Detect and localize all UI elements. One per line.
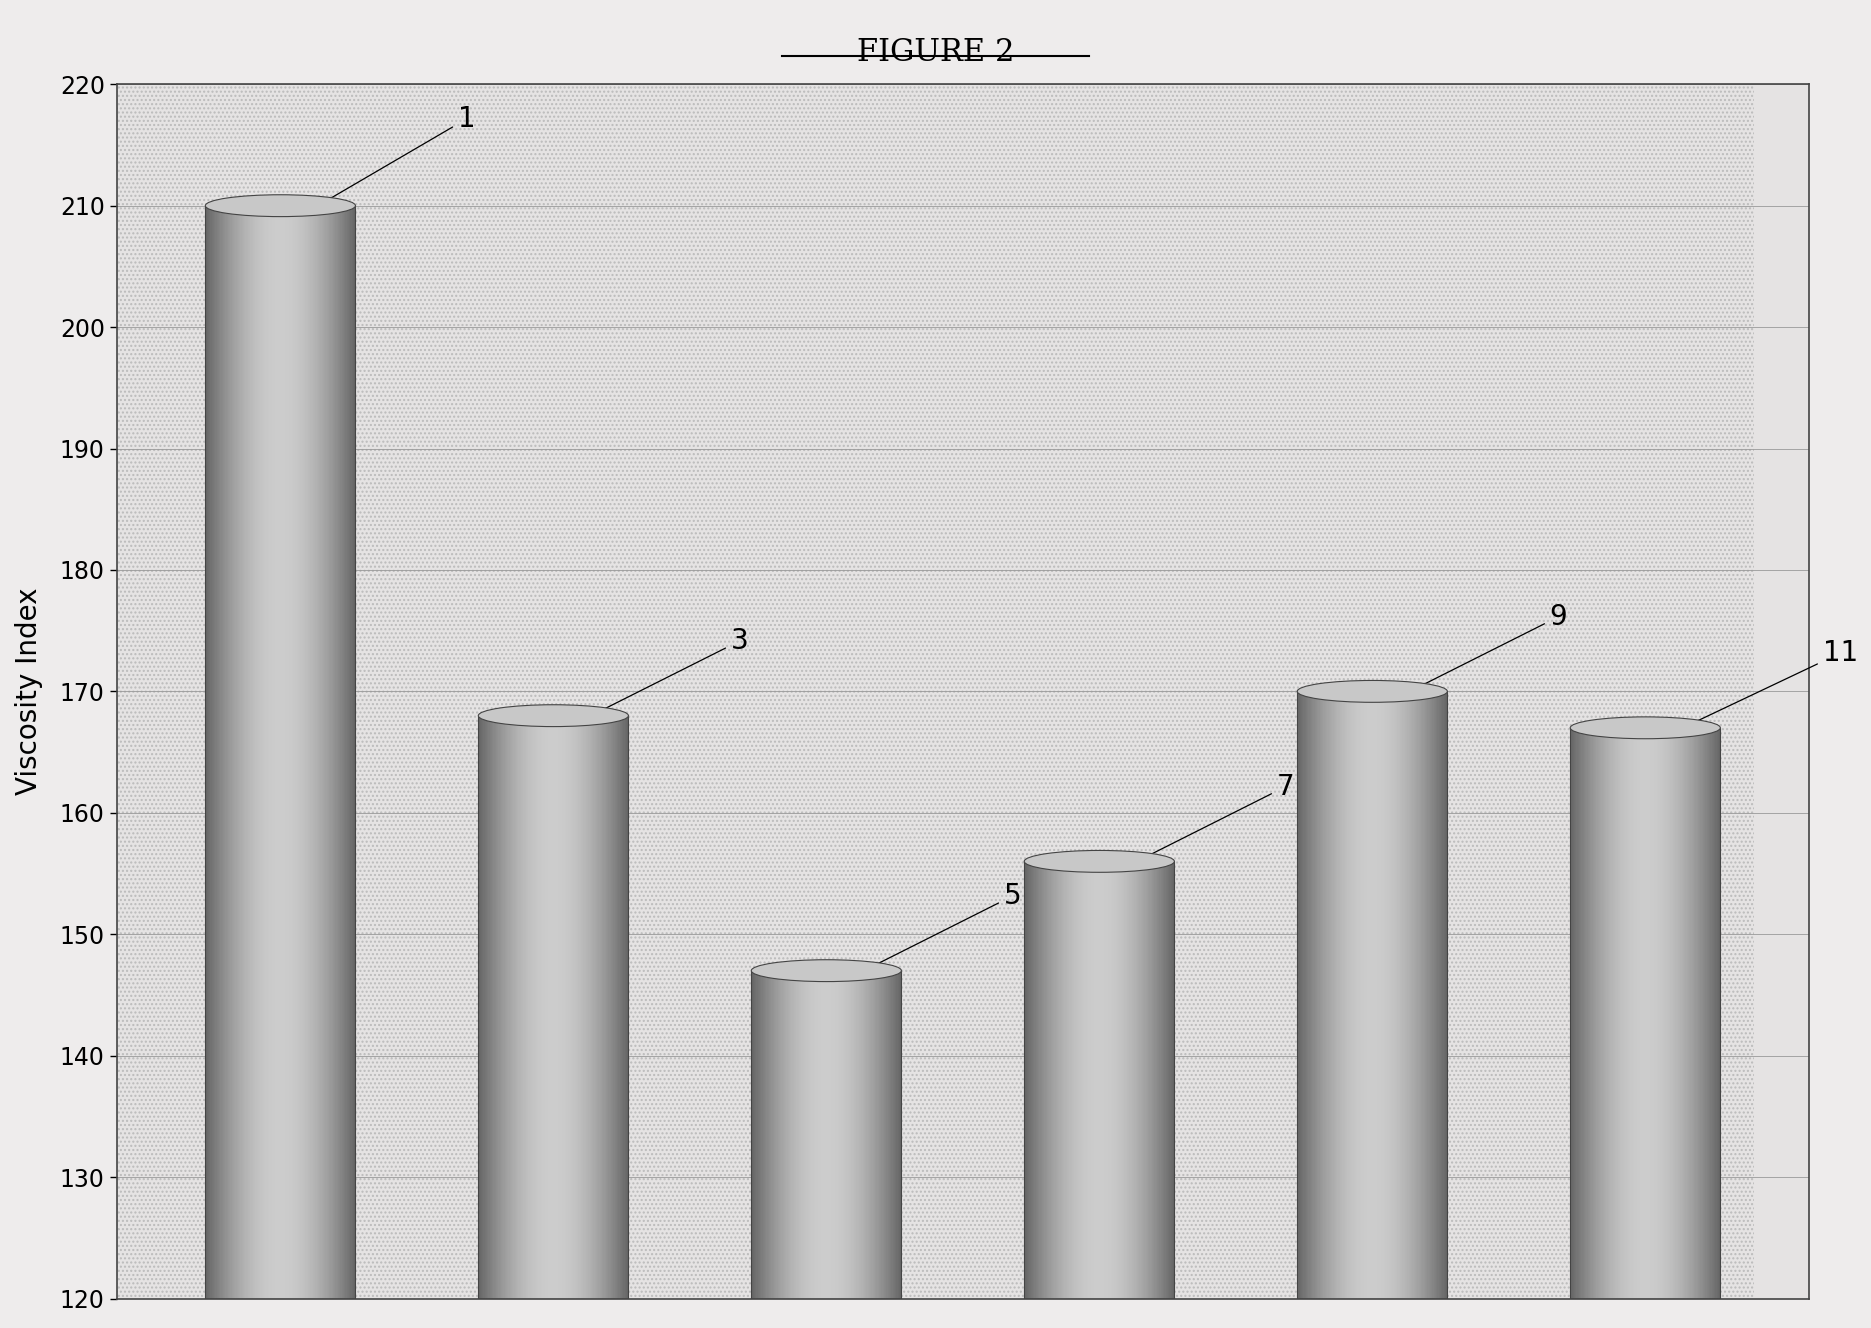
Bar xyxy=(206,206,355,1299)
Text: 1: 1 xyxy=(320,105,475,205)
Ellipse shape xyxy=(206,195,355,216)
Ellipse shape xyxy=(1570,717,1719,738)
Text: 11: 11 xyxy=(1686,639,1858,726)
Bar xyxy=(1570,728,1719,1299)
Text: 5: 5 xyxy=(866,882,1022,969)
Ellipse shape xyxy=(752,960,902,981)
Ellipse shape xyxy=(1297,680,1448,703)
Bar xyxy=(752,971,902,1299)
Text: 7: 7 xyxy=(1139,773,1295,861)
Text: FIGURE 2: FIGURE 2 xyxy=(857,37,1014,68)
Bar xyxy=(479,716,629,1299)
Bar xyxy=(1023,862,1175,1299)
Bar xyxy=(1297,692,1448,1299)
Y-axis label: Viscosity Index: Viscosity Index xyxy=(15,587,43,795)
Text: 3: 3 xyxy=(593,627,748,714)
Ellipse shape xyxy=(479,705,629,726)
Text: 9: 9 xyxy=(1413,603,1568,691)
Ellipse shape xyxy=(1023,850,1175,872)
